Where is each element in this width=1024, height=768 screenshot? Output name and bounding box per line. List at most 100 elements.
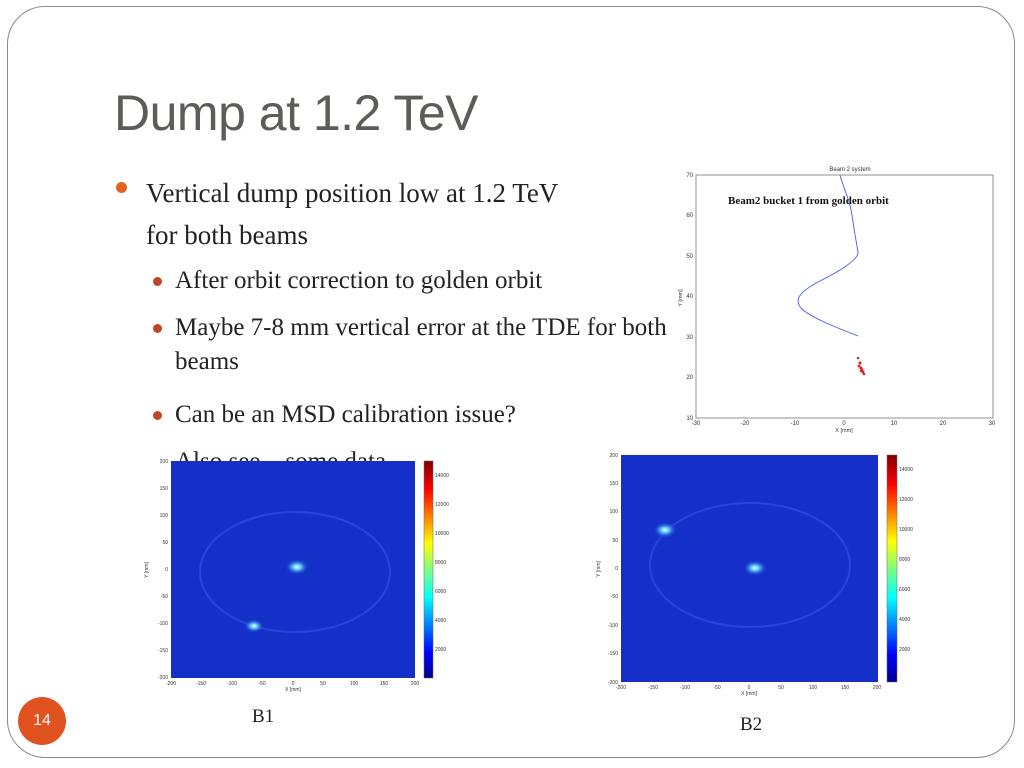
ytick-label: -150 <box>158 648 168 654</box>
bullet-dot <box>153 277 162 286</box>
cbtick-label: 6000 <box>899 587 910 593</box>
main-bullet: Vertical dump position low at 1.2 TeV fo… <box>116 172 576 256</box>
cbtick-label: 2000 <box>435 647 446 653</box>
cbtick-label: 12000 <box>899 497 913 503</box>
xtick-label: -10 <box>791 421 800 427</box>
xtick-label: 200 <box>873 685 882 691</box>
xtick-label: 150 <box>380 681 389 687</box>
beam-plot-annotation: Beam2 bucket 1 from golden orbit <box>728 195 889 207</box>
xtick-label: -200 <box>166 681 176 687</box>
xtick-label: 200 <box>411 681 420 687</box>
xtick-label: -50 <box>713 685 720 691</box>
ytick-label: 200 <box>610 453 619 459</box>
b1-heatmap: 14000 12000 10000 8000 6000 4000 2000 20… <box>144 459 449 693</box>
b2-heatmap: 14000 12000 10000 8000 6000 4000 2000 20… <box>596 453 913 697</box>
ytick-label: -100 <box>158 621 168 627</box>
beam-orbit-plot: Beam 2 system Beam2 bucket 1 from golden… <box>668 160 998 435</box>
sub-bullet-text: Maybe 7-8 mm vertical error at the TDE f… <box>175 314 667 375</box>
ytick-label: -100 <box>608 623 618 629</box>
beam-plot-ylabel: Y [mm] <box>678 289 684 307</box>
ytick-label: 50 <box>686 254 693 260</box>
xtick-label: 0 <box>748 685 751 691</box>
ytick-label: 0 <box>615 566 618 572</box>
xtick-label: 100 <box>350 681 359 687</box>
heatmap-yticks: 200 150 100 50 0 -50 -100 -150 -200 <box>608 453 618 686</box>
cbtick-label: 14000 <box>435 473 449 479</box>
beam-plot-xticks: -30 -20 -10 0 10 20 30 <box>692 421 996 427</box>
sub-bullet-1: After orbit correction to golden orbit <box>153 264 695 298</box>
beam-plot-title: Beam 2 system <box>829 167 870 173</box>
ytick-label: 200 <box>160 459 169 465</box>
colorbar <box>886 454 898 683</box>
bullet-dot <box>153 324 162 333</box>
heatmap-xticks: -200 -150 -100 -50 0 50 100 150 200 <box>166 681 419 687</box>
ytick-label: 50 <box>612 538 618 544</box>
xtick-label: 0 <box>842 421 846 427</box>
xtick-label: -100 <box>680 685 690 691</box>
b1-caption: B1 <box>252 706 275 727</box>
xtick-label: 50 <box>320 681 326 687</box>
sub-bullet-text: After orbit correction to golden orbit <box>175 267 543 294</box>
xtick-label: 20 <box>940 421 947 427</box>
xtick-label: -100 <box>227 681 237 687</box>
main-bullet-text: Vertical dump position low at 1.2 TeV fo… <box>146 178 558 250</box>
heatmap-ylabel: Y [mm] <box>144 562 150 578</box>
cbtick-label: 6000 <box>435 589 446 595</box>
ytick-label: 0 <box>165 567 168 573</box>
ytick-label: 30 <box>686 335 693 341</box>
cbtick-label: 4000 <box>435 618 446 624</box>
ytick-label: 100 <box>160 513 169 519</box>
ytick-label: 100 <box>610 509 619 515</box>
cbtick-label: 10000 <box>435 531 449 537</box>
ytick-label: -50 <box>611 594 618 600</box>
heatmap-spot <box>743 560 767 576</box>
beam-plot-yticks: 10 20 30 40 50 60 70 <box>686 173 693 422</box>
beam-plot-axes <box>695 174 994 419</box>
ytick-label: -150 <box>608 651 618 657</box>
page-number-badge: 14 <box>18 697 66 745</box>
heatmap-xticks: -200 -150 -100 -50 0 50 100 150 200 <box>616 685 881 691</box>
ytick-label: -200 <box>608 680 618 686</box>
xtick-label: -30 <box>692 421 701 427</box>
xtick-label: -200 <box>616 685 626 691</box>
ytick-label: 20 <box>686 375 693 381</box>
sub-bullet-text: Can be an MSD calibration issue? <box>175 401 516 428</box>
cbtick-label: 14000 <box>899 467 913 473</box>
xtick-label: 0 <box>292 681 295 687</box>
beam-plot-xlabel: X [mm] <box>835 428 853 434</box>
heatmap-spot <box>244 619 264 633</box>
cbtick-label: 10000 <box>899 527 913 533</box>
heatmap-ring <box>199 511 391 633</box>
ytick-label: 50 <box>162 540 168 546</box>
ytick-label: 70 <box>686 173 693 179</box>
cbtick-label: 4000 <box>899 617 910 623</box>
ytick-label: 150 <box>160 486 169 492</box>
colorbar-ticks: 14000 12000 10000 8000 6000 4000 2000 <box>435 473 449 653</box>
ytick-label: 150 <box>610 481 619 487</box>
cbtick-label: 8000 <box>435 560 446 566</box>
xtick-label: -150 <box>648 685 658 691</box>
sub-bullet-2: Maybe 7-8 mm vertical error at the TDE f… <box>153 311 675 379</box>
colorbar-ticks: 14000 12000 10000 8000 6000 4000 2000 <box>899 467 913 653</box>
heatmap-yticks: 200 150 100 50 0 -50 -100 -150 -200 <box>158 459 168 681</box>
heatmap-ylabel: Y [mm] <box>596 561 602 577</box>
cbtick-label: 8000 <box>899 557 910 563</box>
heatmap-spot <box>653 522 677 538</box>
heatmap-spot <box>285 559 309 575</box>
ytick-label: -50 <box>161 594 168 600</box>
beam-trajectory-line <box>797 174 859 337</box>
xtick-label: 150 <box>841 685 850 691</box>
xtick-label: -50 <box>258 681 265 687</box>
ytick-label: -200 <box>158 675 168 681</box>
xtick-label: 10 <box>891 421 898 427</box>
xtick-label: -20 <box>741 421 750 427</box>
heatmap-xlabel: X [mm] <box>285 687 301 693</box>
ytick-label: 10 <box>686 416 693 422</box>
colorbar <box>423 460 434 679</box>
xtick-label: 30 <box>989 421 996 427</box>
heatmap-xlabel: X [mm] <box>741 691 757 697</box>
slide-title: Dump at 1.2 TeV <box>114 85 479 141</box>
sub-bullet-3: Can be an MSD calibration issue? <box>153 398 695 432</box>
xtick-label: 50 <box>778 685 784 691</box>
b2-caption: B2 <box>740 714 763 735</box>
